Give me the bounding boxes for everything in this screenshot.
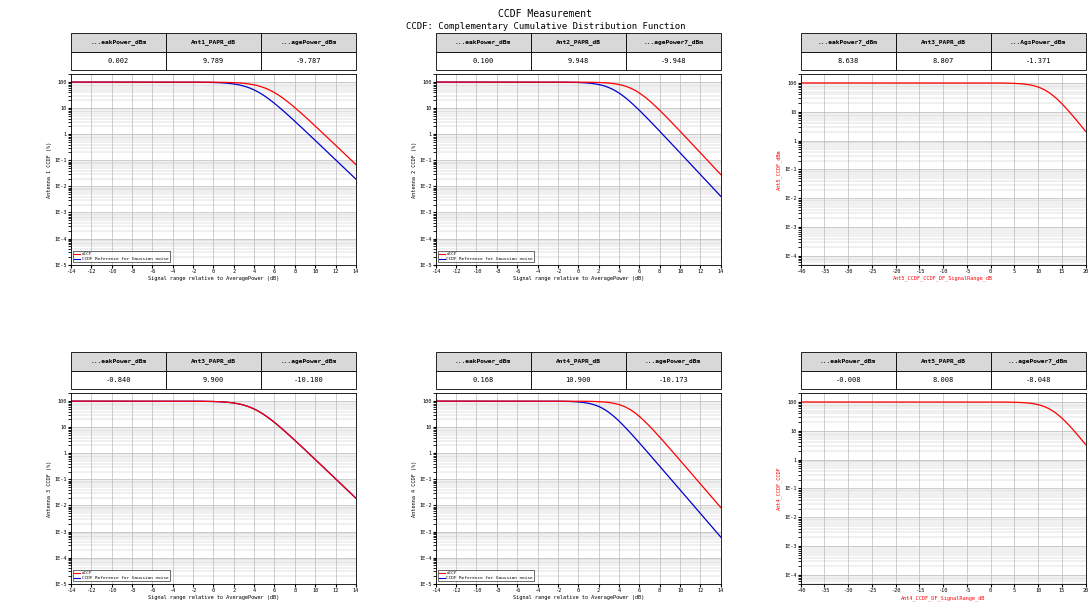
- Y-axis label: Antenna 4 CCDF (%): Antenna 4 CCDF (%): [412, 460, 417, 517]
- Y-axis label: Ant4_CCDF_CCDF: Ant4_CCDF_CCDF: [776, 466, 782, 510]
- X-axis label: Ant5_CCDF_CCDF_DF_SignalRange_dB: Ant5_CCDF_CCDF_DF_SignalRange_dB: [894, 276, 993, 282]
- Y-axis label: Antenna 2 CCDF (%): Antenna 2 CCDF (%): [412, 141, 417, 198]
- Y-axis label: Antenna 1 CCDF (%): Antenna 1 CCDF (%): [47, 141, 52, 198]
- Text: CCDF: Complementary Cumulative Distribution Function: CCDF: Complementary Cumulative Distribut…: [406, 22, 685, 32]
- X-axis label: Signal range relative to AveragePower (dB): Signal range relative to AveragePower (d…: [513, 276, 644, 281]
- Legend: dCCF, CCDF Reference for Gaussian noise: dCCF, CCDF Reference for Gaussian noise: [73, 250, 169, 263]
- Y-axis label: Ant5_CCDF_dBm: Ant5_CCDF_dBm: [776, 149, 782, 190]
- Y-axis label: Antenna 3 CCDF (%): Antenna 3 CCDF (%): [47, 460, 52, 517]
- Text: CCDF Measurement: CCDF Measurement: [499, 9, 592, 19]
- X-axis label: Signal range relative to AveragePower (dB): Signal range relative to AveragePower (d…: [513, 595, 644, 600]
- Legend: dCCF, CCDF Reference for Gaussian noise: dCCF, CCDF Reference for Gaussian noise: [73, 570, 169, 581]
- X-axis label: Signal range relative to AveragePower (dB): Signal range relative to AveragePower (d…: [147, 595, 279, 600]
- X-axis label: Signal range relative to AveragePower (dB): Signal range relative to AveragePower (d…: [147, 276, 279, 281]
- X-axis label: Ant4_CCDF_DF_SignalRange_dB: Ant4_CCDF_DF_SignalRange_dB: [901, 595, 985, 601]
- Legend: dCCF, CCDF Reference for Gaussian noise: dCCF, CCDF Reference for Gaussian noise: [437, 570, 535, 581]
- Legend: dCCF, CCDF Reference for Gaussian noise: dCCF, CCDF Reference for Gaussian noise: [437, 250, 535, 263]
